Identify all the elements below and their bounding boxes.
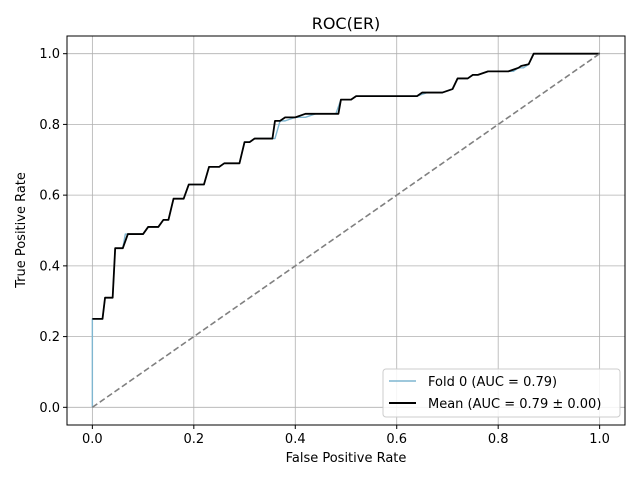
legend-box	[382, 368, 621, 418]
grid	[67, 36, 625, 425]
x-axis-label: False Positive Rate	[286, 451, 407, 466]
y-axis-label: True Positive Rate	[14, 172, 29, 289]
mean-roc-curve	[92, 52, 600, 320]
legend-label-fold-0: Fold 0 (AUC = 0.79)	[428, 375, 557, 390]
x-tick-label: 0.0	[82, 432, 103, 447]
legend-label-mean: Mean (AUC = 0.79 ± 0.00)	[428, 397, 601, 412]
y-tick-label: 0.0	[39, 401, 60, 416]
chart-title: ROC(ER)	[312, 14, 381, 33]
chance-diagonal-line	[91, 53, 601, 408]
y-tick-label: 0.4	[39, 259, 60, 274]
plot-frame	[66, 35, 626, 426]
y-tick-label: 1.0	[39, 47, 60, 62]
x-tick-label: 0.4	[285, 432, 306, 447]
x-tick-label: 0.2	[183, 432, 204, 447]
x-tick-label: 1.0	[589, 432, 610, 447]
x-tick-label: 0.8	[488, 432, 509, 447]
series-layer	[91, 52, 601, 408]
x-tick-label: 0.6	[386, 432, 407, 447]
y-tick-label: 0.6	[39, 189, 60, 204]
y-tick-label: 0.8	[39, 118, 60, 133]
y-tick-label: 0.2	[39, 330, 60, 345]
ticks: 0.0 0.2 0.4 0.6 0.8 1.0 0.0 0.2 0.4 0.6 0.8 1.0	[39, 47, 610, 447]
legend: Fold 0 (AUC = 0.79) Mean (AUC = 0.79 ± 0…	[382, 368, 621, 418]
